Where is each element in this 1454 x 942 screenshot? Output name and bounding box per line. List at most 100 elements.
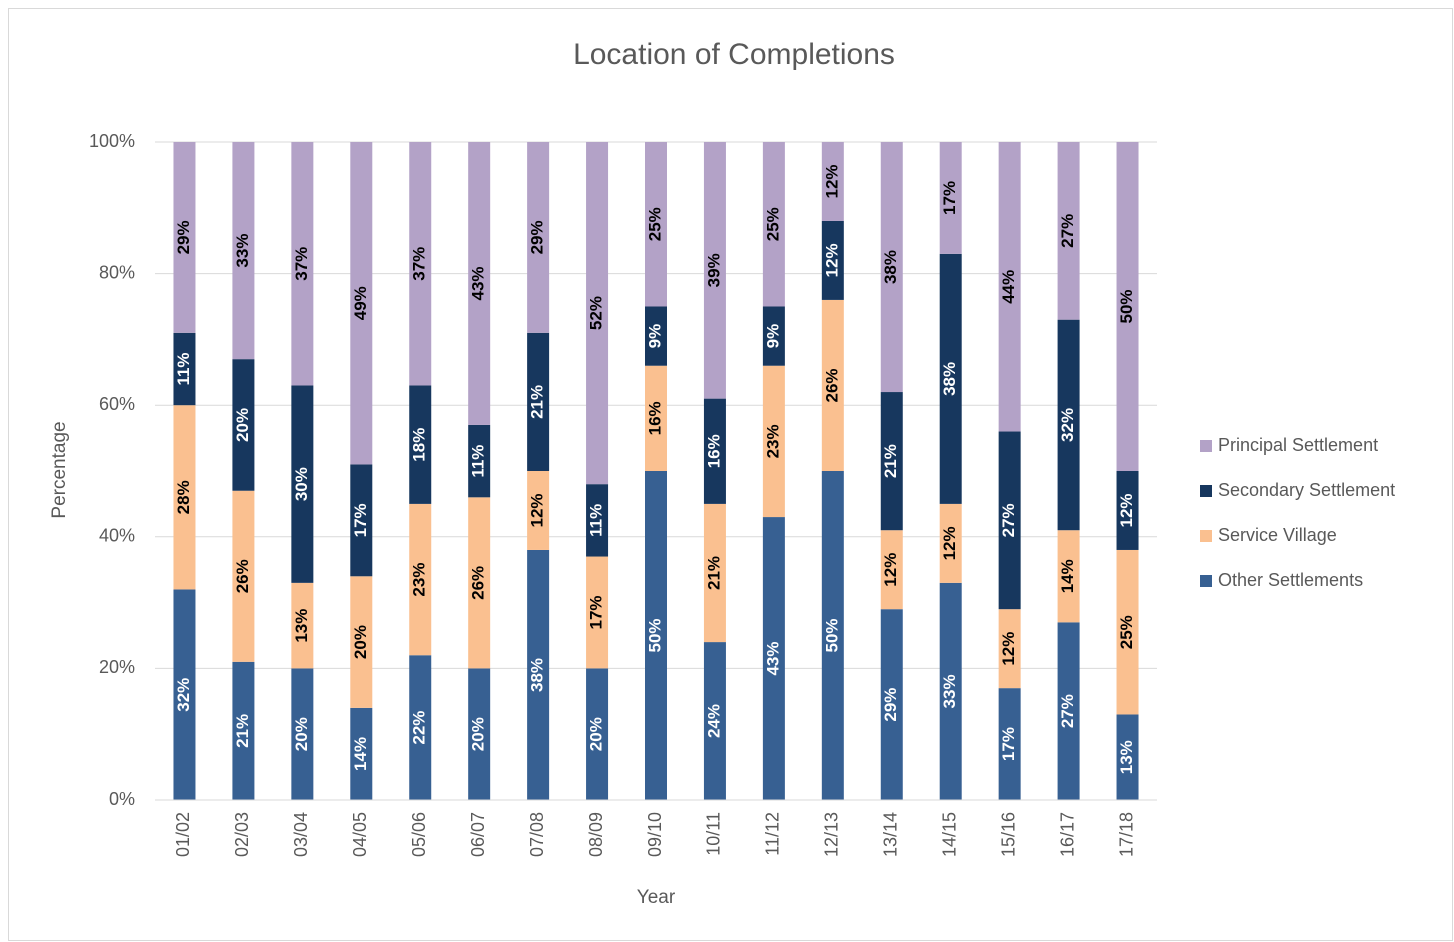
data-label: 14% — [1058, 559, 1077, 593]
legend-swatch — [1200, 530, 1212, 542]
data-label: 17% — [940, 181, 959, 215]
bar-segment — [586, 556, 609, 669]
data-label: 20% — [587, 717, 606, 751]
bar-segment — [880, 142, 903, 393]
data-label: 12% — [940, 526, 959, 560]
bar-segment — [998, 142, 1021, 432]
data-label: 16% — [704, 434, 723, 468]
data-label: 26% — [822, 368, 841, 402]
data-label: 29% — [174, 220, 193, 254]
bar-segment — [173, 405, 196, 590]
bar-segment — [350, 464, 373, 577]
bar-segment — [586, 484, 609, 557]
data-label: 29% — [881, 688, 900, 722]
data-label: 17% — [587, 595, 606, 629]
x-tick-label: 14/15 — [939, 812, 959, 857]
data-label: 44% — [999, 270, 1018, 304]
data-label: 9% — [645, 324, 664, 349]
data-label: 43% — [763, 642, 782, 676]
bar-segment — [762, 365, 785, 518]
bar-segment — [409, 503, 432, 656]
data-label: 27% — [999, 503, 1018, 537]
x-tick-label: 06/07 — [468, 812, 488, 857]
y-tick-label: 0% — [109, 789, 135, 809]
x-tick-label: 17/18 — [1116, 812, 1136, 857]
data-label: 11% — [174, 352, 193, 385]
data-label: 27% — [1058, 214, 1077, 248]
data-label: 22% — [410, 711, 429, 745]
x-tick-label: 13/14 — [881, 812, 901, 857]
x-tick-label: 09/10 — [645, 812, 665, 857]
x-tick-label: 03/04 — [291, 812, 311, 857]
data-label: 33% — [233, 234, 252, 268]
data-label: 24% — [704, 704, 723, 738]
legend-swatch — [1200, 485, 1212, 497]
data-label: 18% — [410, 428, 429, 462]
bar-segment — [762, 306, 785, 366]
bar-segment — [173, 589, 196, 800]
data-label: 20% — [469, 717, 488, 751]
data-label: 21% — [881, 444, 900, 478]
y-tick-label: 40% — [99, 526, 135, 546]
bar-segment — [291, 142, 314, 386]
data-label: 20% — [233, 408, 252, 442]
data-label: 27% — [1058, 694, 1077, 728]
legend-swatch — [1200, 575, 1212, 587]
data-label: 32% — [1058, 408, 1077, 442]
bar-segment — [409, 655, 432, 800]
data-label: 30% — [292, 467, 311, 501]
bar-segment — [1116, 549, 1139, 715]
data-label: 39% — [704, 253, 723, 287]
data-label: 38% — [881, 250, 900, 284]
bar-segment — [645, 365, 667, 471]
bar-segment — [173, 142, 196, 333]
bar-segment — [703, 142, 726, 399]
x-tick-label: 12/13 — [822, 812, 842, 857]
bar-segment — [527, 142, 550, 333]
bar-segment — [409, 385, 432, 504]
bar-segment — [998, 431, 1021, 610]
bar-segment — [1057, 622, 1080, 800]
data-label: 52% — [587, 296, 606, 330]
data-label: 25% — [763, 207, 782, 241]
data-label: 12% — [528, 493, 547, 527]
bar-segment — [527, 471, 550, 550]
x-tick-label: 08/09 — [586, 812, 606, 857]
data-label: 21% — [528, 385, 547, 419]
bar-segment — [1057, 142, 1080, 320]
bar-segment — [586, 142, 609, 485]
data-label: 9% — [763, 324, 782, 349]
bar-segment — [527, 332, 550, 471]
data-label: 38% — [940, 362, 959, 396]
bar-segment — [350, 576, 373, 708]
data-label: 28% — [174, 480, 193, 514]
bar-segment — [821, 471, 844, 800]
bar-segment — [1116, 714, 1139, 800]
bar-segment — [1116, 142, 1139, 471]
data-label: 50% — [1117, 289, 1136, 323]
data-label: 14% — [351, 737, 370, 771]
data-label: 43% — [469, 266, 488, 300]
bar-segment — [468, 668, 491, 800]
data-label: 50% — [645, 618, 664, 652]
data-label: 38% — [528, 658, 547, 692]
bar-segment — [998, 688, 1021, 800]
data-label: 11% — [587, 504, 606, 537]
x-tick-label: 16/17 — [1057, 812, 1077, 857]
data-label: 13% — [292, 609, 311, 643]
legend-label: Secondary Settlement — [1218, 480, 1395, 500]
bar-segment — [468, 142, 491, 425]
y-tick-label: 100% — [89, 131, 135, 151]
bar-segment — [173, 332, 196, 406]
legend-label: Service Village — [1218, 525, 1337, 545]
bar-segment — [232, 661, 255, 800]
bar-segment — [703, 642, 726, 800]
data-label: 49% — [351, 286, 370, 320]
x-tick-label: 10/11 — [704, 812, 724, 856]
data-label: 17% — [351, 503, 370, 537]
y-axis-label: Percentage — [49, 421, 70, 518]
bar-segment — [409, 142, 432, 386]
data-label: 23% — [763, 424, 782, 458]
bar-segment — [703, 398, 726, 504]
